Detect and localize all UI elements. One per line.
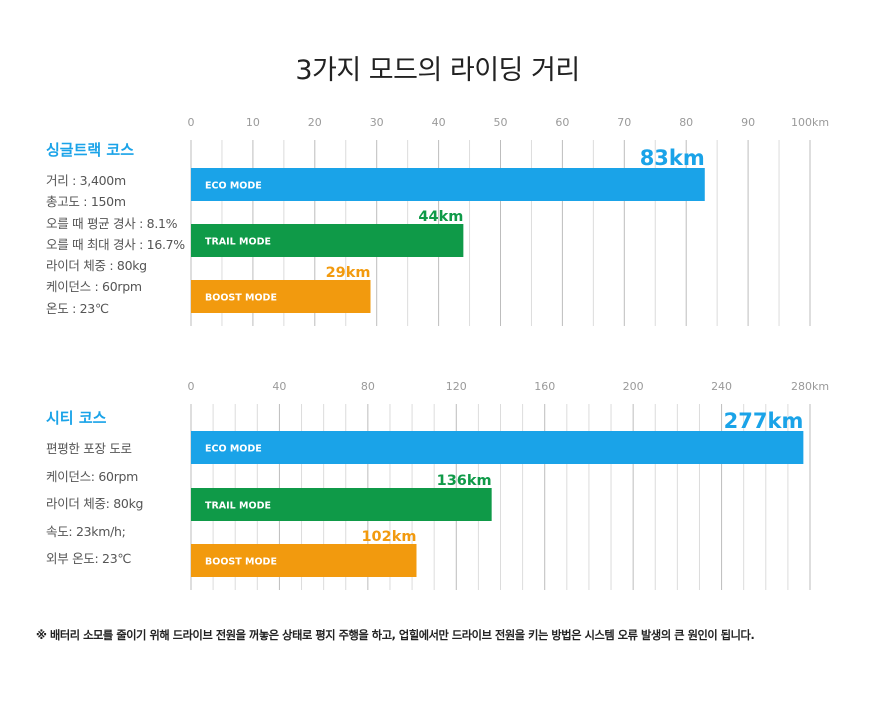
info-item: 케이던스: 60rpm [46,468,139,484]
tick-label: 120 [446,380,467,393]
tick-label: 100km [791,116,829,129]
bar-category-label: BOOST MODE [205,557,277,568]
info-item: 총고도 : 150m [46,194,126,210]
value-label: 83km [640,146,705,170]
tick-label: 80 [679,116,693,129]
info-item: 오를 때 평균 경사 : 8.1% [46,215,178,231]
course-title: 싱글트랙 코스 [46,141,135,159]
info-item: 오를 때 최대 경사 : 16.7% [46,236,185,252]
bar-category-label: BOOST MODE [205,293,277,304]
value-label: 277km [724,409,804,433]
bar-trail-mode [191,488,492,521]
footnote: ※ 배터리 소모를 줄이기 위해 드라이브 전원을 꺼놓은 상태로 평지 주행을… [36,629,755,642]
bar-eco-mode [191,168,705,201]
info-item: 라이더 체중 : 80kg [46,258,147,274]
info-item: 온도 : 23℃ [46,300,109,316]
tick-label: 50 [494,116,508,129]
course-info-list: 편평한 포장 도로 케이던스: 60rpm 라이더 체중: 80kg 속도: 2… [46,435,143,573]
tick-label: 90 [741,116,755,129]
tick-label: 200 [623,380,644,393]
bar-boost-mode [191,544,417,577]
tick-label: 0 [188,380,195,393]
value-label: 44km [418,209,463,225]
tick-label: 160 [534,380,555,393]
bar-category-label: ECO MODE [205,181,262,192]
info-item: 외부 온도: 23℃ [46,551,132,566]
tick-label: 10 [246,116,260,129]
tick-label: 40 [432,116,446,129]
tick-label: 30 [370,116,384,129]
course-title: 시티 코스 [46,409,107,427]
tick-label: 40 [272,380,286,393]
info-item: 편평한 포장 도로 [46,441,132,456]
bar-category-label: ECO MODE [205,444,262,455]
info-item: 속도: 23km/h; [46,523,126,539]
info-item: 라이더 체중: 80kg [46,496,144,511]
info-item: 거리 : 3,400m [46,173,126,188]
page-title: 3가지 모드의 라이딩 거리 [295,55,580,86]
tick-label: 280km [791,380,829,393]
bar-boost-mode [191,280,371,313]
value-label: 136km [437,473,492,489]
tick-label: 0 [188,116,195,129]
bar-category-label: TRAIL MODE [205,237,271,248]
bar-trail-mode [191,224,464,257]
course-info-list: 거리 : 3,400m 총고도 : 150m 오를 때 평균 경사 : 8.1%… [46,170,185,319]
tick-label: 80 [361,380,375,393]
value-label: 29km [326,265,371,281]
tick-label: 70 [617,116,631,129]
info-item: 케이던스 : 60rpm [46,279,142,295]
tick-label: 20 [308,116,322,129]
bar-eco-mode [191,431,804,464]
value-label: 102km [361,529,416,545]
tick-label: 60 [555,116,569,129]
bar-category-label: TRAIL MODE [205,501,271,512]
tick-label: 240 [711,380,732,393]
